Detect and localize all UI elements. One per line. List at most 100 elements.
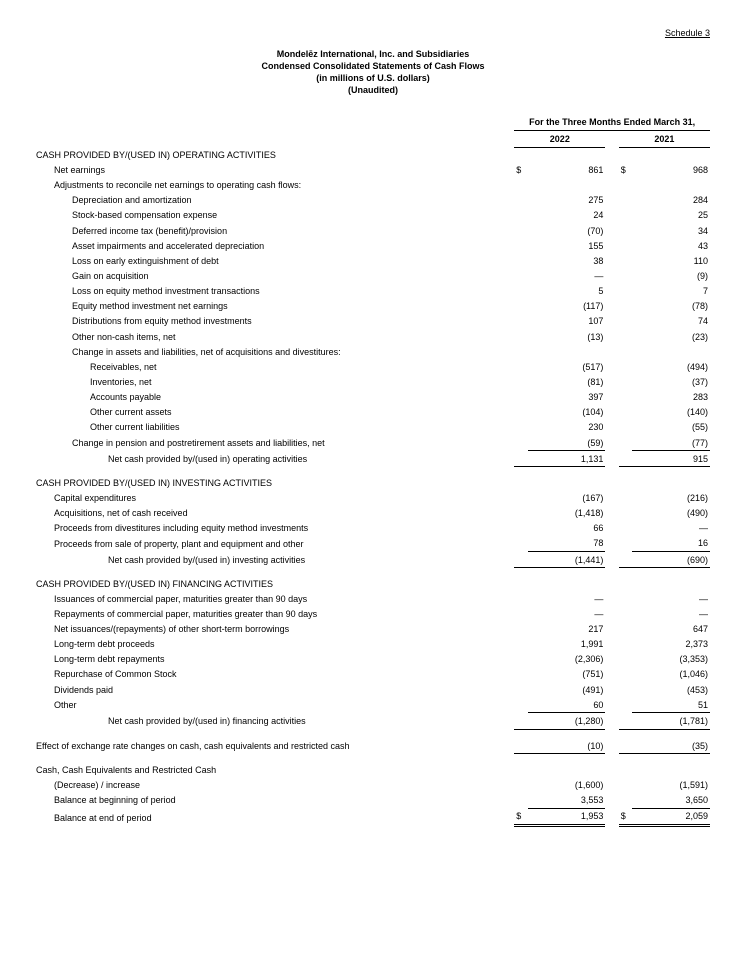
row-label: Adjustments to reconcile net earnings to… bbox=[36, 178, 514, 193]
row-val-b: (37) bbox=[632, 374, 710, 389]
row-val-b: 284 bbox=[632, 193, 710, 208]
row-label: Other current liabilities bbox=[36, 420, 514, 435]
row-val-a: 217 bbox=[528, 622, 606, 637]
row-val-b: 43 bbox=[632, 238, 710, 253]
row-val-a: — bbox=[528, 591, 606, 606]
period-heading: For the Three Months Ended March 31, bbox=[514, 115, 710, 131]
year-a: 2022 bbox=[514, 131, 605, 148]
row-label: Depreciation and amortization bbox=[36, 193, 514, 208]
row-label: Stock-based compensation expense bbox=[36, 208, 514, 223]
row-val-b: (494) bbox=[632, 359, 710, 374]
statement-title: Condensed Consolidated Statements of Cas… bbox=[36, 60, 710, 72]
table-row: Change in assets and liabilities, net of… bbox=[36, 344, 710, 359]
row-val-a: (1,600) bbox=[528, 777, 606, 792]
row-val-a: 3,553 bbox=[528, 792, 606, 808]
row-val-a: 60 bbox=[528, 697, 606, 713]
row-label: Balance at end of period bbox=[36, 808, 514, 825]
row-val-b: (453) bbox=[632, 682, 710, 697]
row-val-b: (1,591) bbox=[632, 777, 710, 792]
statement-header: Mondelēz International, Inc. and Subsidi… bbox=[36, 48, 710, 97]
row-val-b: (490) bbox=[632, 506, 710, 521]
row-label: Loss on early extinguishment of debt bbox=[36, 253, 514, 268]
row-label: Gain on acquisition bbox=[36, 268, 514, 283]
row-val-b: (55) bbox=[632, 420, 710, 435]
table-row: Acquisitions, net of cash received(1,418… bbox=[36, 506, 710, 521]
section-label: CASH PROVIDED BY/(USED IN) FINANCING ACT… bbox=[36, 568, 514, 592]
row-val-b: 647 bbox=[632, 622, 710, 637]
row-label: Other non-cash items, net bbox=[36, 329, 514, 344]
cashflow-table: For the Three Months Ended March 31, 202… bbox=[36, 115, 710, 827]
row-val-a: 24 bbox=[528, 208, 606, 223]
row-label: Capital expenditures bbox=[36, 490, 514, 505]
table-row: Other current assets(104)(140) bbox=[36, 405, 710, 420]
row-val-b: 915 bbox=[632, 451, 710, 467]
row-val-b: 7 bbox=[632, 284, 710, 299]
currency: $ bbox=[514, 808, 527, 825]
table-row: Long-term debt repayments(2,306)(3,353) bbox=[36, 652, 710, 667]
table-row: Equity method investment net earnings(11… bbox=[36, 299, 710, 314]
row-label: Repurchase of Common Stock bbox=[36, 667, 514, 682]
row-label: Net earnings bbox=[36, 162, 514, 177]
row-label: Other bbox=[36, 697, 514, 713]
row-val-a: 155 bbox=[528, 238, 606, 253]
row-val-b: 74 bbox=[632, 314, 710, 329]
row-label: Dividends paid bbox=[36, 682, 514, 697]
table-row: Proceeds from divestitures including equ… bbox=[36, 521, 710, 536]
table-row: Gain on acquisition—(9) bbox=[36, 268, 710, 283]
table-row: Loss on early extinguishment of debt3811… bbox=[36, 253, 710, 268]
table-row: Long-term debt proceeds1,9912,373 bbox=[36, 637, 710, 652]
currency: $ bbox=[514, 162, 527, 177]
row-val-b: 968 bbox=[632, 162, 710, 177]
row-val-a: 66 bbox=[528, 521, 606, 536]
row-val-b: 16 bbox=[632, 536, 710, 552]
units: (in millions of U.S. dollars) bbox=[36, 72, 710, 84]
year-row: 2022 2021 bbox=[36, 131, 710, 148]
row-val-a: 1,131 bbox=[528, 451, 606, 467]
table-row: Distributions from equity method investm… bbox=[36, 314, 710, 329]
table-row: Receivables, net (517) (494) bbox=[36, 359, 710, 374]
row-val-b: (23) bbox=[632, 329, 710, 344]
table-row: Other non-cash items, net(13)(23) bbox=[36, 329, 710, 344]
section-operating: CASH PROVIDED BY/(USED IN) OPERATING ACT… bbox=[36, 147, 710, 162]
row-label: Cash, Cash Equivalents and Restricted Ca… bbox=[36, 754, 514, 778]
row-val-a: 275 bbox=[528, 193, 606, 208]
row-label: Proceeds from sale of property, plant an… bbox=[36, 536, 514, 552]
row-val-a: 1,953 bbox=[528, 808, 606, 825]
section-investing: CASH PROVIDED BY/(USED IN) INVESTING ACT… bbox=[36, 467, 710, 491]
row-val-b: 25 bbox=[632, 208, 710, 223]
row-label: Net issuances/(repayments) of other shor… bbox=[36, 622, 514, 637]
row-val-b: 283 bbox=[632, 390, 710, 405]
row-val-b: (1,781) bbox=[632, 713, 710, 729]
table-row: Loss on equity method investment transac… bbox=[36, 284, 710, 299]
table-row: Net earnings $ 861 $ 968 bbox=[36, 162, 710, 177]
row-val-a: (517) bbox=[528, 359, 606, 374]
table-row: Accounts payable397283 bbox=[36, 390, 710, 405]
row-label: Long-term debt repayments bbox=[36, 652, 514, 667]
row-label: Change in assets and liabilities, net of… bbox=[36, 344, 514, 359]
table-row: Net issuances/(repayments) of other shor… bbox=[36, 622, 710, 637]
table-row: Stock-based compensation expense 24 25 bbox=[36, 208, 710, 223]
row-label: Long-term debt proceeds bbox=[36, 637, 514, 652]
table-row: Depreciation and amortization 275 284 bbox=[36, 193, 710, 208]
row-val-b: (216) bbox=[632, 490, 710, 505]
table-row: Repurchase of Common Stock (751) (1,046) bbox=[36, 667, 710, 682]
company-name: Mondelēz International, Inc. and Subsidi… bbox=[36, 48, 710, 60]
row-val-a: (59) bbox=[528, 435, 606, 451]
row-val-b: 2,059 bbox=[632, 808, 710, 825]
subtotal-row: Net cash provided by/(used in) operating… bbox=[36, 451, 710, 467]
row-val-a: — bbox=[528, 268, 606, 283]
row-val-b: — bbox=[632, 591, 710, 606]
row-val-a: (2,306) bbox=[528, 652, 606, 667]
row-val-b: (140) bbox=[632, 405, 710, 420]
row-val-a: 78 bbox=[528, 536, 606, 552]
schedule-label: Schedule 3 bbox=[36, 28, 710, 38]
row-val-b: (78) bbox=[632, 299, 710, 314]
row-val-a: (10) bbox=[528, 729, 606, 754]
row-label: Receivables, net bbox=[36, 359, 514, 374]
row-val-b: (1,046) bbox=[632, 667, 710, 682]
year-b: 2021 bbox=[619, 131, 710, 148]
row-label: Deferred income tax (benefit)/provision bbox=[36, 223, 514, 238]
row-val-a: (751) bbox=[528, 667, 606, 682]
section-financing: CASH PROVIDED BY/(USED IN) FINANCING ACT… bbox=[36, 568, 710, 592]
table-row: Other current liabilities230(55) bbox=[36, 420, 710, 435]
